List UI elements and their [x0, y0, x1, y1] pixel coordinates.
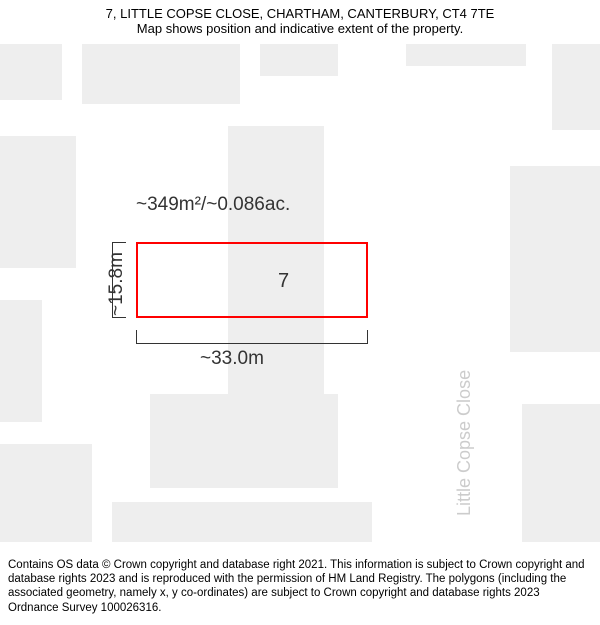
building-block: [510, 166, 600, 352]
plot-number: 7: [278, 270, 289, 293]
building-block: [522, 404, 600, 542]
building-block: [406, 44, 526, 66]
building-block: [0, 444, 92, 542]
property-highlight: [136, 242, 368, 318]
map-canvas: 7 ~349m²/~0.086ac. ~33.0m ~15.8m Little …: [0, 44, 600, 542]
dimension-height-label: ~15.8m: [106, 252, 128, 316]
header: 7, LITTLE COPSE CLOSE, CHARTHAM, CANTERB…: [0, 0, 600, 38]
area-label: ~349m²/~0.086ac.: [136, 194, 290, 216]
street-name-label: Little Copse Close: [454, 370, 475, 516]
building-block: [150, 394, 338, 488]
building-block: [0, 300, 42, 422]
page-subtitle: Map shows position and indicative extent…: [10, 21, 590, 36]
building-block: [112, 502, 372, 542]
building-block: [260, 44, 338, 76]
dimension-bracket-width: [136, 330, 368, 344]
copyright-footer: Contains OS data © Crown copyright and d…: [0, 552, 600, 625]
building-block: [0, 44, 62, 100]
building-block: [0, 136, 76, 268]
building-block: [552, 44, 600, 130]
dimension-width-label: ~33.0m: [200, 348, 264, 370]
page-title: 7, LITTLE COPSE CLOSE, CHARTHAM, CANTERB…: [10, 6, 590, 21]
road-vertical: [400, 44, 490, 542]
building-block: [82, 44, 240, 104]
